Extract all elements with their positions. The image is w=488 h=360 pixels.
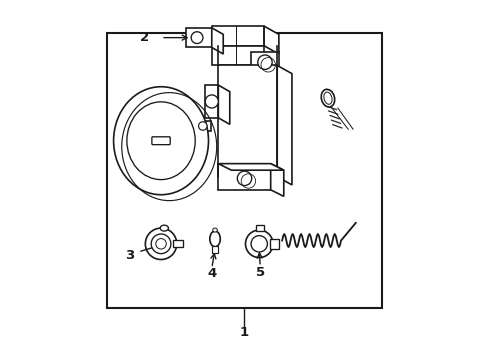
Ellipse shape	[113, 87, 208, 195]
Circle shape	[245, 230, 272, 257]
Circle shape	[205, 95, 218, 108]
Circle shape	[145, 228, 176, 260]
Polygon shape	[250, 52, 278, 72]
Polygon shape	[264, 26, 278, 54]
Polygon shape	[250, 72, 278, 92]
Polygon shape	[218, 164, 270, 190]
Ellipse shape	[209, 231, 220, 247]
Ellipse shape	[212, 228, 217, 232]
Text: 3: 3	[124, 249, 134, 262]
Circle shape	[151, 234, 170, 254]
Circle shape	[257, 55, 272, 69]
Ellipse shape	[323, 92, 331, 104]
Text: 1: 1	[240, 326, 248, 339]
Polygon shape	[218, 164, 283, 170]
Bar	[173, 240, 183, 247]
Polygon shape	[218, 85, 229, 124]
Polygon shape	[270, 164, 283, 196]
Ellipse shape	[126, 102, 195, 180]
Bar	[211, 246, 218, 253]
Polygon shape	[218, 66, 277, 177]
Polygon shape	[185, 28, 211, 48]
Polygon shape	[277, 66, 291, 185]
Circle shape	[191, 32, 203, 44]
FancyBboxPatch shape	[152, 137, 170, 145]
Polygon shape	[211, 26, 264, 46]
Polygon shape	[205, 85, 218, 118]
Ellipse shape	[321, 89, 334, 107]
Circle shape	[250, 236, 267, 252]
Text: 4: 4	[207, 267, 216, 280]
Ellipse shape	[160, 225, 168, 231]
Circle shape	[198, 122, 206, 130]
Bar	[107, 33, 381, 308]
Bar	[255, 225, 264, 231]
Polygon shape	[211, 28, 223, 54]
Circle shape	[237, 171, 251, 185]
Bar	[269, 239, 278, 249]
Polygon shape	[194, 121, 210, 131]
Circle shape	[156, 239, 166, 249]
Text: 2: 2	[140, 31, 149, 44]
Polygon shape	[211, 46, 264, 66]
Text: 5: 5	[256, 266, 265, 279]
